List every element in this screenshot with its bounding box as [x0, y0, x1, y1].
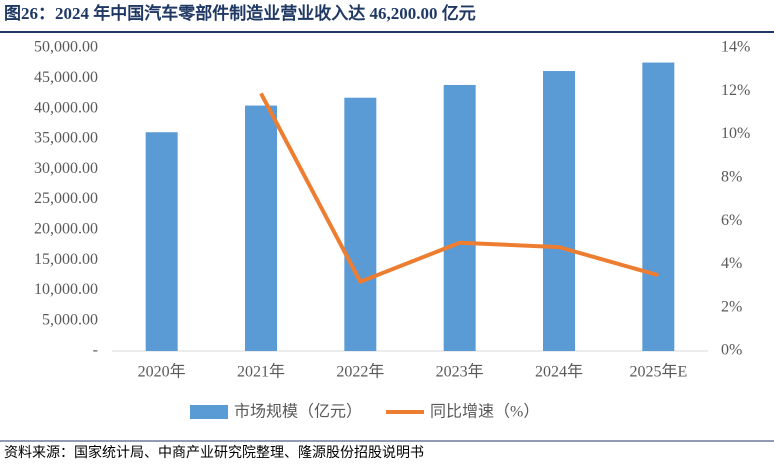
bar [245, 105, 277, 351]
y2-tick-label: 14% [721, 39, 750, 56]
legend-swatch [190, 405, 228, 419]
y-tick-label: 25,000.00 [34, 190, 98, 207]
chart-title: 图26：2024 年中国汽车零部件制造业营业收入达 46,200.00 亿元 [4, 3, 476, 23]
bar [344, 97, 377, 351]
y2-tick-label: 6% [721, 212, 742, 229]
x-tick-label: 2020年 [138, 363, 186, 381]
bar [443, 84, 476, 351]
y-tick-label: 40,000.00 [34, 99, 98, 116]
legend-label: 市场规模（亿元） [234, 403, 362, 421]
x-tick-label: 2023年 [436, 363, 484, 381]
y2-tick-label: 2% [721, 298, 742, 315]
y-tick-label: 35,000.00 [34, 130, 98, 147]
y2-tick-label: 4% [721, 255, 742, 272]
y-tick-label: 45,000.00 [34, 69, 98, 86]
bar [642, 62, 675, 351]
bar [145, 132, 178, 351]
x-tick-label: 2021年 [237, 363, 285, 381]
y2-tick-label: 10% [721, 125, 750, 142]
x-tick-label: 2022年 [336, 363, 384, 381]
y2-tick-label: 12% [721, 82, 750, 99]
y2-tick-label: 8% [721, 169, 742, 186]
y-tick-label: 50,000.00 [34, 39, 98, 56]
x-tick-label: 2024年 [535, 363, 583, 381]
bar [543, 71, 575, 351]
y-tick-label: 20,000.00 [34, 220, 98, 237]
y-tick-label: 5,000.00 [42, 311, 98, 328]
y2-tick-label: 0% [721, 342, 742, 359]
x-tick-label: 2025年E [629, 363, 687, 381]
line [259, 92, 659, 284]
y-tick-label: - [93, 342, 98, 359]
y-tick-label: 15,000.00 [34, 251, 98, 268]
source: 资料来源：国家统计局、中商产业研究院整理、隆源股份招股说明书 [4, 444, 424, 461]
y-tick-label: 10,000.00 [34, 281, 98, 298]
legend-label: 同比增速（%） [430, 403, 539, 421]
y-tick-label: 30,000.00 [34, 160, 98, 177]
